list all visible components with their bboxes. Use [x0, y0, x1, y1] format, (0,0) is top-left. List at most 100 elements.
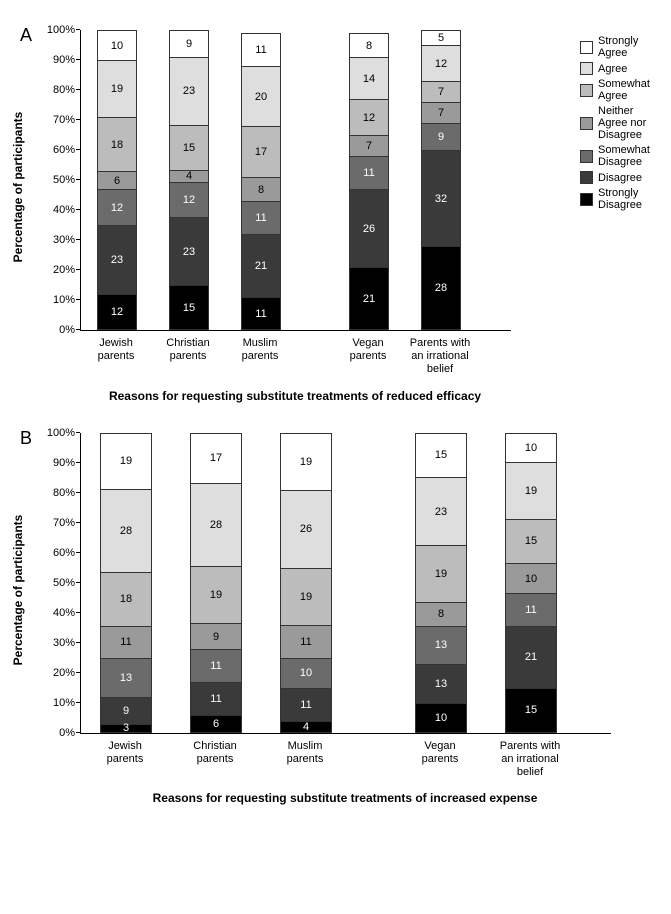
- bar-segment: 10: [505, 563, 557, 593]
- legend-label: Strongly Disagree: [598, 187, 651, 211]
- x-tick-label: Veganparents: [332, 331, 404, 377]
- bar-segment: 28: [100, 489, 152, 572]
- bar-segment: 18: [100, 572, 152, 625]
- bar-segment: 7: [421, 81, 461, 102]
- bar-segment: 8: [349, 33, 389, 57]
- y-axis-label: Percentage of participants: [11, 514, 25, 665]
- y-tick-label: 20%: [53, 667, 75, 679]
- bar-segment: 15: [169, 125, 209, 170]
- bar-group: 391311182819: [81, 433, 171, 733]
- bar-group: 611119192817: [171, 433, 261, 733]
- y-tick-label: 60%: [53, 547, 75, 559]
- bar-segment: 19: [100, 433, 152, 489]
- bar-group: 4111011192619: [261, 433, 351, 733]
- y-tick-label: 30%: [53, 234, 75, 246]
- panel-label: B: [20, 428, 32, 449]
- x-label-gap: [350, 734, 395, 780]
- bar-segment: 4: [169, 170, 209, 182]
- bar-segment: 13: [415, 664, 467, 703]
- bar-segment: 11: [349, 156, 389, 189]
- x-axis-labels: JewishparentsChristianparentsMuslimparen…: [80, 331, 510, 377]
- bar-segment: 19: [280, 568, 332, 625]
- bar-segment: 3: [100, 724, 152, 733]
- bar-group: 2832977125: [405, 30, 477, 330]
- bar-segment: 17: [190, 433, 242, 483]
- y-tick-label: 50%: [53, 577, 75, 589]
- bar-group: 1223126181910: [81, 30, 153, 330]
- bar-segment: 23: [169, 217, 209, 285]
- x-tick-label: Jewishparents: [80, 734, 170, 780]
- y-tick-label: 40%: [53, 607, 75, 619]
- x-tick-label: Muslimparents: [260, 734, 350, 780]
- stacked-bar: 2832977125: [421, 30, 461, 330]
- x-label-gap: [296, 331, 332, 377]
- y-tick-label: 30%: [53, 637, 75, 649]
- y-tick-label: 80%: [53, 84, 75, 96]
- bar-segment: 19: [415, 545, 467, 601]
- x-axis-title: Reasons for requesting substitute treatm…: [80, 791, 610, 805]
- y-tick-label: 0%: [59, 324, 75, 336]
- bar-segment: 11: [241, 33, 281, 66]
- bar-segment: 8: [241, 177, 281, 201]
- bar-segment: 11: [280, 625, 332, 658]
- y-tick-label: 10%: [53, 294, 75, 306]
- bar-segment: 23: [97, 225, 137, 294]
- bar-segment: 9: [421, 123, 461, 150]
- x-tick-label: Muslimparents: [224, 331, 296, 377]
- bar-segment: 13: [100, 658, 152, 697]
- x-tick-label: Christianparents: [152, 331, 224, 377]
- legend-label: Disagree: [598, 172, 642, 184]
- chart-area: Percentage of participants0%10%20%30%40%…: [80, 433, 651, 734]
- stacked-bar: 1013138192315: [415, 433, 467, 733]
- y-tick-label: 20%: [53, 264, 75, 276]
- bar-segment: 12: [169, 182, 209, 218]
- bar-segment: 12: [97, 294, 137, 330]
- bar-segment: 26: [280, 490, 332, 568]
- legend-item: Strongly Disagree: [580, 187, 651, 211]
- bar-segment: 10: [505, 433, 557, 463]
- y-tick-label: 100%: [47, 427, 75, 439]
- bar-segment: 11: [100, 626, 152, 659]
- x-tick-label: Veganparents: [395, 734, 485, 780]
- y-tick-label: 80%: [53, 487, 75, 499]
- x-axis-title: Reasons for requesting substitute treatm…: [80, 389, 510, 403]
- y-tick-label: 70%: [53, 517, 75, 529]
- legend-label: Agree: [598, 63, 627, 75]
- legend: Strongly AgreeAgreeSomewhat AgreeNeither…: [580, 35, 651, 214]
- bar-segment: 5: [421, 30, 461, 45]
- bar-segment: 19: [97, 60, 137, 117]
- bar-segment: 11: [280, 688, 332, 721]
- bar-segment: 23: [169, 57, 209, 125]
- bar-segment: 6: [97, 171, 137, 189]
- bar-segment: 28: [190, 483, 242, 566]
- y-axis-label: Percentage of participants: [11, 112, 25, 263]
- bar-segment: 10: [415, 703, 467, 733]
- legend-item: Disagree: [580, 171, 651, 184]
- bar-group: 1121118172011: [225, 30, 297, 330]
- group-gap: [351, 433, 396, 733]
- y-axis: 0%10%20%30%40%50%60%70%80%90%100%: [40, 30, 80, 330]
- bar-segment: 14: [349, 57, 389, 99]
- bar-segment: 20: [241, 66, 281, 126]
- stacked-bar: 4111011192619: [280, 433, 332, 733]
- bar-segment: 21: [241, 234, 281, 297]
- bar-segment: 9: [169, 30, 209, 57]
- bar-segment: 7: [421, 102, 461, 123]
- legend-item: Agree: [580, 62, 651, 75]
- bar-segment: 15: [505, 688, 557, 733]
- bar-segment: 12: [421, 45, 461, 81]
- legend-swatch: [580, 150, 593, 163]
- bar-group: 152312415239: [153, 30, 225, 330]
- bar-segment: 12: [97, 189, 137, 225]
- x-axis-labels: JewishparentsChristianparentsMuslimparen…: [80, 734, 610, 780]
- stacked-bar: 611119192817: [190, 433, 242, 733]
- bar-segment: 10: [97, 30, 137, 60]
- stacked-bar: 391311182819: [100, 433, 152, 733]
- stacked-bar: 1223126181910: [97, 30, 137, 330]
- legend-swatch: [580, 41, 593, 54]
- legend-swatch: [580, 62, 593, 75]
- y-tick-label: 40%: [53, 204, 75, 216]
- panel-label: A: [20, 25, 32, 46]
- y-axis: 0%10%20%30%40%50%60%70%80%90%100%: [40, 433, 80, 733]
- bar-segment: 11: [241, 201, 281, 234]
